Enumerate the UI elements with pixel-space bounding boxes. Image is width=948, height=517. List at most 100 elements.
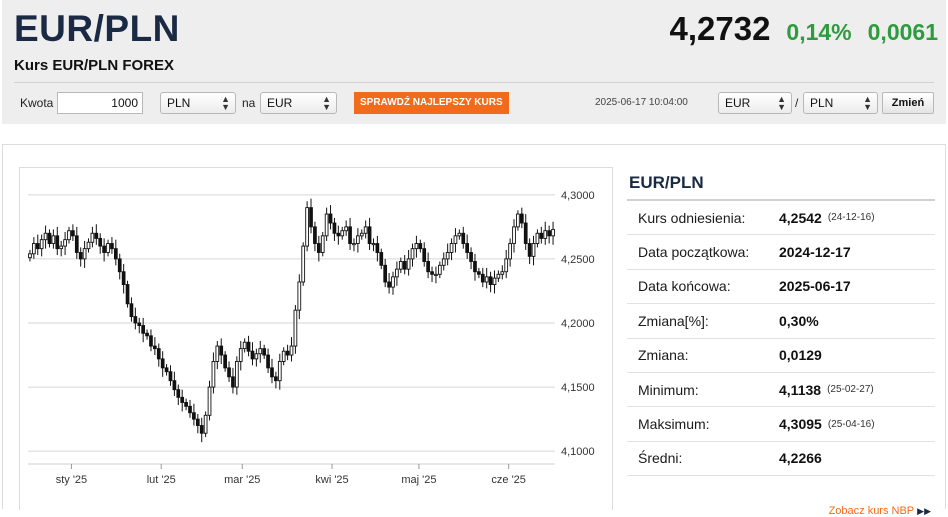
- info-row-value: 0,0129: [779, 347, 822, 364]
- candle: [512, 219, 516, 253]
- candle: [484, 267, 489, 289]
- candle: [375, 235, 380, 262]
- best-rate-button[interactable]: SPRAWDŹ NAJLEPSZY KURS: [354, 92, 509, 114]
- candle: [449, 238, 454, 261]
- candle-body: [504, 258, 509, 273]
- y-tick-label: 4,1000: [561, 446, 595, 458]
- candle-body: [398, 261, 403, 270]
- candle-body: [223, 354, 227, 369]
- candle-body: [113, 248, 118, 260]
- to-currency-select[interactable]: EUR ▲ ▼: [260, 92, 337, 114]
- candle: [508, 238, 512, 267]
- candle: [234, 356, 239, 395]
- candle: [106, 239, 110, 257]
- candle-body: [371, 243, 376, 246]
- candle: [258, 340, 263, 363]
- candle-body: [434, 273, 438, 276]
- current-price: 4,2732: [669, 10, 771, 47]
- candle: [219, 338, 224, 365]
- change-pair-button[interactable]: Zmień: [882, 92, 934, 114]
- pair-quote-select[interactable]: PLN ▲ ▼: [803, 92, 878, 114]
- candle: [141, 317, 146, 343]
- candle-body: [301, 245, 306, 283]
- candle-body: [383, 264, 388, 283]
- candle: [461, 226, 466, 249]
- candle-body: [199, 425, 204, 434]
- candle-body: [352, 243, 356, 246]
- candle: [153, 337, 157, 356]
- candle: [110, 237, 114, 254]
- candle: [164, 364, 169, 376]
- candle: [434, 266, 438, 284]
- candle: [516, 210, 520, 231]
- candle-body: [78, 252, 83, 260]
- candle: [500, 265, 505, 280]
- candle: [78, 247, 83, 267]
- candle: [250, 342, 255, 366]
- candle: [254, 348, 259, 367]
- candle: [199, 417, 204, 443]
- candle: [102, 238, 106, 262]
- candle-body: [406, 258, 411, 270]
- candle-body: [437, 264, 442, 275]
- candle-body: [477, 271, 481, 275]
- candle: [32, 237, 36, 259]
- candle-body: [297, 281, 302, 311]
- candle: [359, 229, 364, 240]
- candle-body: [211, 361, 216, 388]
- candle-body: [488, 276, 493, 285]
- candle-body: [242, 341, 247, 350]
- price-chart[interactable]: 4,1000 4,1500 4,2000 4,2500 4,3000 sty '25 lut…: [20, 168, 612, 510]
- candle-body: [137, 322, 142, 327]
- from-currency-select[interactable]: PLN ▲ ▼: [160, 92, 236, 114]
- info-row: Maksimum: 4,3095 (25-04-16): [627, 407, 935, 442]
- info-row-label: Zmiana[%]:: [638, 312, 709, 329]
- candle: [398, 257, 403, 274]
- amount-input[interactable]: 1000: [57, 92, 143, 114]
- pair-base-select[interactable]: EUR ▲ ▼: [718, 92, 792, 114]
- quote-header: EUR/PLN 4,2732 0,14% 0,0061 Kurs EUR/PLN…: [2, 0, 946, 124]
- candle: [336, 225, 341, 245]
- candle-body: [359, 232, 364, 237]
- candle-body: [102, 245, 106, 253]
- candle-body: [492, 277, 497, 285]
- candle: [242, 338, 247, 353]
- candle-body: [387, 281, 391, 288]
- candle-body: [324, 213, 329, 237]
- candle: [391, 271, 395, 295]
- candle: [156, 343, 161, 367]
- candle-body: [551, 228, 555, 237]
- candle-body: [207, 386, 212, 416]
- candle: [313, 221, 317, 252]
- candle-body: [363, 226, 368, 234]
- candle-body: [340, 230, 345, 237]
- candle-body: [457, 232, 462, 237]
- up-down-arrows-icon: ▲ ▼: [322, 94, 331, 112]
- candle: [117, 253, 122, 280]
- candle-body: [473, 261, 477, 273]
- candle: [28, 249, 32, 262]
- candle: [379, 248, 384, 270]
- candle: [477, 267, 481, 279]
- candle: [195, 414, 200, 434]
- candle-body: [129, 303, 134, 318]
- candle-body: [121, 271, 126, 285]
- candle-body: [231, 376, 235, 388]
- candle-body: [43, 232, 48, 241]
- change-percent: 0,14%: [786, 19, 852, 45]
- candle: [51, 229, 56, 249]
- candle: [207, 380, 212, 421]
- candle: [223, 351, 227, 372]
- candle-body: [234, 361, 239, 388]
- candle-body: [414, 243, 419, 250]
- nbp-link[interactable]: Zobacz kurs NBP ▶▶: [829, 505, 931, 517]
- candle: [98, 233, 103, 254]
- candle: [418, 239, 423, 253]
- info-row-value: 4,1138: [779, 381, 822, 398]
- candle-body: [316, 243, 321, 253]
- candle: [172, 371, 177, 397]
- candle: [527, 238, 532, 265]
- candle-body: [67, 230, 71, 241]
- candle-body: [149, 335, 153, 347]
- candle: [227, 361, 231, 382]
